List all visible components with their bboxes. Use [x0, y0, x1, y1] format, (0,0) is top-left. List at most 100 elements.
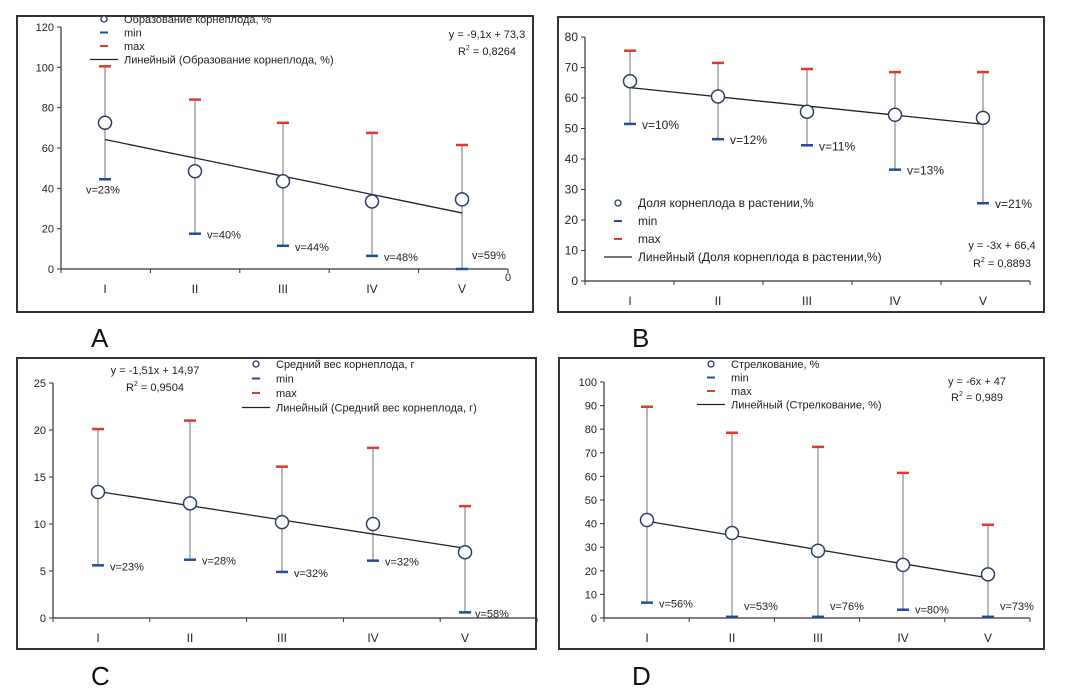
- panel-d-y-tick-label: 70: [585, 448, 597, 460]
- panel-b-mean-point: [887, 107, 903, 123]
- panel-d-x-tick-label: IV: [897, 631, 908, 645]
- panel-c-cv-label: v=23%: [110, 561, 144, 573]
- panel-c-mean-point: [274, 514, 290, 530]
- panel-label-d: D: [632, 661, 651, 691]
- panel-d-cv-label: v=73%: [1000, 601, 1034, 613]
- panel-b-trend-equation: y = -3x + 66,4: [968, 240, 1035, 252]
- panel-d-mean-point: [980, 567, 996, 582]
- panel-b-y-tick-label: 20: [565, 213, 579, 227]
- panel-b-x-tick-label: I: [628, 294, 631, 308]
- panel-c-r-squared: R2 = 0,9504: [126, 381, 184, 394]
- panel-c-legend-label: max: [276, 388, 297, 400]
- panel-c-y-tick-label: 15: [34, 472, 46, 484]
- panel-a-x-tick-label: III: [278, 282, 288, 296]
- panel-d-x-tick-label: III: [813, 631, 823, 645]
- panel-label-b: B: [632, 323, 650, 353]
- panel-d-y-tick-label: 80: [585, 424, 597, 436]
- panel-b-cv-label: v=10%: [642, 118, 679, 132]
- panel-c-x-tick-label: III: [277, 631, 287, 645]
- panel-b-y-tick-label: 30: [565, 183, 579, 197]
- panel-a-x-tick-label: II: [192, 282, 199, 296]
- panel-a-trend-equation: y = -9,1x + 73,3: [449, 29, 525, 41]
- panel-d-y-tick-label: 40: [585, 519, 597, 531]
- panel-d-y-tick-label: 100: [579, 377, 597, 389]
- panel-a-x-tick-label: I: [103, 282, 106, 296]
- panel-b-cv-label: v=21%: [995, 197, 1032, 211]
- panel-b-cv-label: v=11%: [819, 139, 855, 153]
- panel-a-legend-label: Образование корнеплода, %: [124, 14, 272, 26]
- panel-a-legend-marker-icon: [100, 15, 108, 23]
- chart-panel-b: [557, 16, 1045, 313]
- panel-d-legend-marker-icon: [707, 360, 715, 368]
- panel-c-x-tick-label: I: [96, 631, 99, 645]
- panel-b-y-tick-label: 0: [571, 274, 578, 288]
- panel-d-cv-label: v=53%: [744, 601, 778, 613]
- panel-c-x-tick-label: IV: [367, 631, 378, 645]
- panel-d-y-tick-label: 50: [585, 495, 597, 507]
- panel-a-y-tick-label: 20: [42, 224, 54, 236]
- panel-a-mean-point: [275, 174, 291, 189]
- panel-b-y-tick-label: 40: [565, 152, 579, 166]
- panel-c-y-tick-label: 20: [34, 425, 46, 437]
- panel-b-legend-label: Доля корнеплода в растении,%: [638, 196, 814, 210]
- panel-c-cv-label: v=32%: [385, 557, 419, 569]
- panel-d-cv-label: v=76%: [830, 601, 864, 613]
- panel-a-mean-point: [97, 115, 113, 131]
- panel-b-x-tick-label: II: [715, 294, 722, 308]
- panel-d-legend-label: Стрелкование, %: [731, 359, 820, 371]
- panel-b-mean-point: [710, 89, 726, 104]
- panel-b-mean-point: [622, 73, 638, 89]
- panel-c-mean-point: [182, 496, 198, 511]
- panel-a-mean-point: [187, 163, 203, 179]
- panel-d-mean-point: [810, 543, 826, 558]
- panel-b-cv-label: v=13%: [907, 164, 944, 178]
- panel-d-x-tick-label: I: [645, 631, 648, 645]
- panel-a-cv-label: v=40%: [207, 230, 241, 242]
- panel-a-legend-label: min: [124, 28, 142, 40]
- panel-d-legend-label: min: [731, 373, 749, 385]
- panel-b-x-tick-label: III: [802, 294, 812, 308]
- panel-d-y-tick-label: 20: [585, 566, 597, 578]
- panel-c-mean-point: [365, 516, 381, 532]
- panel-d-legend-label: max: [731, 386, 752, 398]
- panel-a-legend-label: Линейный (Образование корнеплода, %): [124, 55, 334, 67]
- panel-c-legend-label: min: [276, 374, 294, 386]
- panel-a-x-tick-label: IV: [366, 282, 377, 296]
- panel-a-extra-tick-label: 0: [505, 272, 511, 284]
- panel-c-y-tick-label: 10: [34, 519, 46, 531]
- panel-d-legend-label: Линейный (Стрелкование, %): [731, 400, 882, 412]
- panel-b-x-tick-label: V: [979, 294, 987, 308]
- panel-d-y-tick-label: 60: [585, 471, 597, 483]
- panel-c-y-tick-label: 5: [40, 566, 46, 578]
- panel-c-mean-point: [457, 544, 473, 560]
- panel-b-y-tick-label: 50: [565, 122, 579, 136]
- panel-c-cv-label: v=32%: [294, 568, 328, 580]
- panel-a-y-tick-label: 120: [36, 22, 54, 34]
- panel-d-cv-label: v=56%: [659, 599, 693, 611]
- panel-a-legend-label: max: [124, 41, 145, 53]
- chart-panel-d: [558, 357, 1045, 650]
- panel-b-y-tick-label: 10: [565, 244, 579, 258]
- panel-a-mean-point: [454, 192, 470, 207]
- panel-d-cv-label: v=80%: [915, 605, 949, 617]
- panel-c-y-tick-label: 0: [40, 613, 46, 625]
- panel-d-trend-equation: y = -6x + 47: [948, 376, 1006, 388]
- panel-b-r-squared: R2 = 0,8893: [973, 257, 1031, 270]
- panel-b-x-tick-label: IV: [889, 294, 900, 308]
- panel-c-cv-label: v=28%: [202, 556, 236, 568]
- panel-d-y-tick-label: 10: [585, 589, 597, 601]
- panel-a-y-tick-label: 80: [42, 103, 54, 115]
- panel-c-cv-label: v=58%: [475, 608, 509, 620]
- panel-d-x-tick-label: II: [729, 631, 736, 645]
- panel-d-mean-point: [895, 557, 911, 573]
- panel-a-cv-label: v=44%: [295, 242, 329, 254]
- panel-a-r-squared: R2 = 0,8264: [458, 45, 516, 58]
- panel-c-x-tick-label: V: [461, 631, 469, 645]
- panel-a-y-tick-label: 60: [42, 143, 54, 155]
- panel-d-y-tick-label: 0: [591, 613, 597, 625]
- panel-a-cv-label: v=23%: [86, 184, 120, 196]
- panel-c-x-tick-label: II: [187, 631, 194, 645]
- panel-a-y-tick-label: 0: [48, 264, 54, 276]
- panel-b-legend-label: min: [638, 214, 657, 228]
- panel-label-a: A: [91, 323, 109, 353]
